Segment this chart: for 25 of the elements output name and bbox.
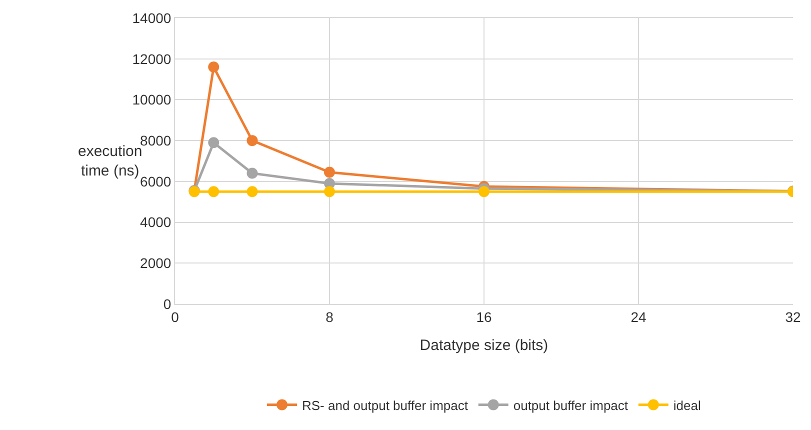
y-tick-label: 6000 [140, 173, 172, 190]
point [246, 135, 258, 146]
x-tick-label: 32 [785, 308, 801, 325]
y-tick-label: 8000 [140, 132, 172, 148]
point [478, 186, 490, 198]
y-tick-label: 2000 [140, 255, 172, 272]
x-tick-label: 16 [476, 308, 492, 325]
x-axis-title: Datatype size (bits) [420, 336, 548, 354]
legend-label: output buffer impact [513, 398, 628, 413]
y-tick-label: 14000 [132, 10, 172, 26]
point [208, 186, 220, 198]
legend-label: ideal [673, 398, 701, 413]
point [324, 186, 335, 198]
point [246, 168, 258, 179]
legend-label: RS- and output buffer impact [302, 398, 468, 413]
y-tick-label: 10000 [132, 92, 172, 108]
point [208, 137, 220, 148]
point [208, 62, 220, 73]
y-tick-label: 0 [163, 296, 172, 312]
x-tick-label: 24 [630, 308, 646, 325]
x-tick-label: 8 [326, 308, 334, 325]
y-tick-label: 4000 [140, 214, 172, 230]
y-tick-label: 12000 [132, 50, 172, 67]
point [246, 186, 258, 198]
point [324, 166, 335, 178]
